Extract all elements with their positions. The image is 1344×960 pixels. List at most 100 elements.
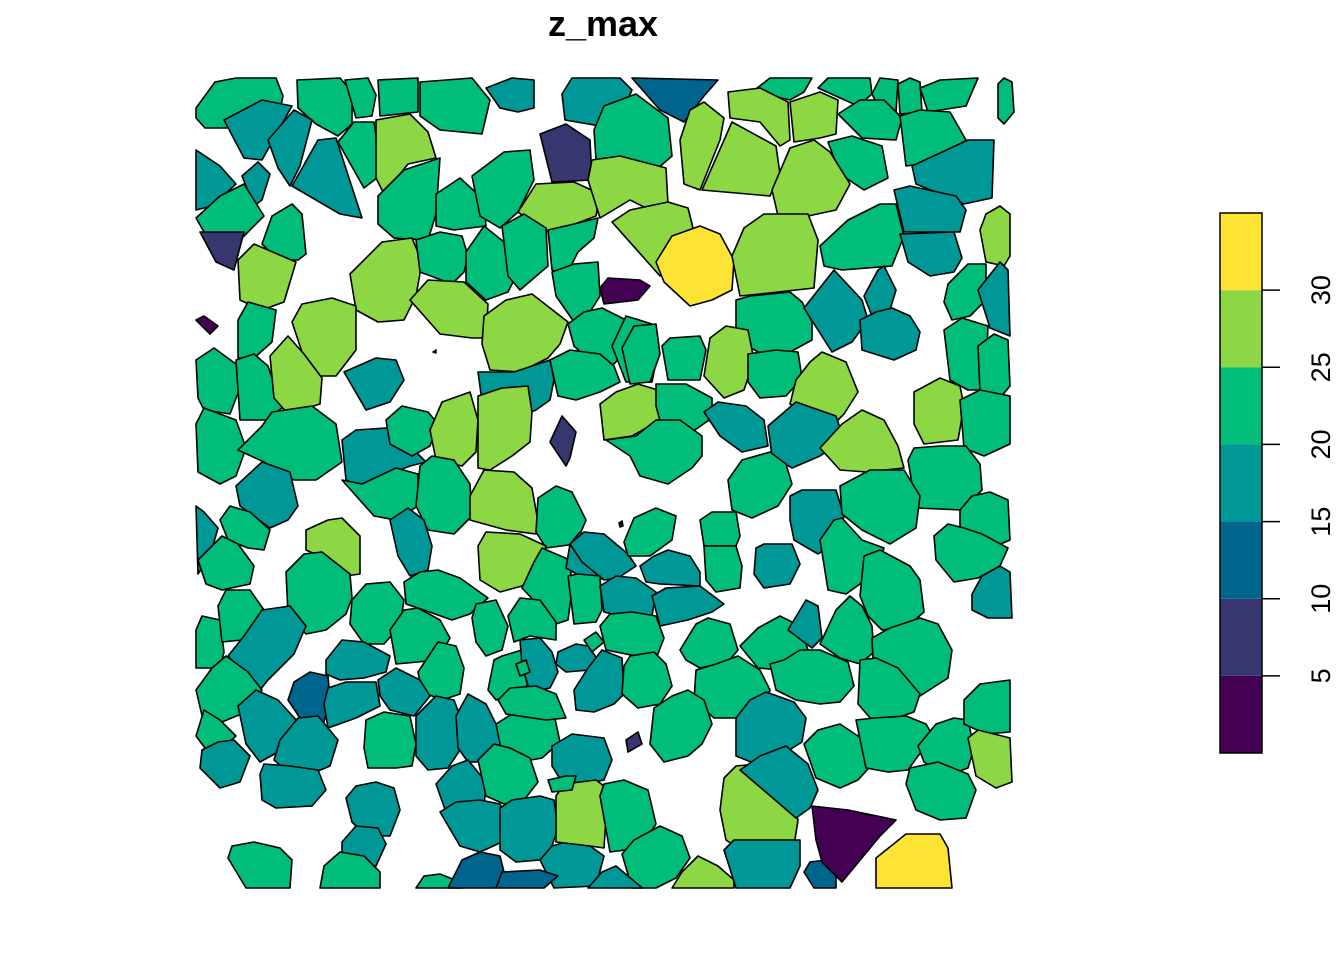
map-cell — [679, 101, 725, 191]
map-cell — [977, 261, 1011, 337]
map-cell — [819, 595, 875, 665]
map-cell — [661, 335, 707, 381]
map-cell — [515, 659, 531, 677]
map-cell — [435, 177, 487, 231]
map-cell — [919, 77, 979, 113]
map-cell — [787, 599, 823, 649]
map-cells — [195, 77, 1015, 889]
map-cell — [897, 77, 923, 115]
map-cell — [267, 109, 313, 187]
map-cell — [769, 649, 855, 705]
map-cell — [485, 77, 535, 113]
legend-color-bar — [1219, 212, 1263, 754]
map-cell — [859, 549, 925, 631]
map-cell — [621, 323, 661, 385]
map-cell — [549, 415, 577, 467]
map-cell — [753, 543, 801, 589]
map-cell — [623, 507, 677, 557]
map-cell — [319, 851, 381, 889]
map-cell — [618, 520, 624, 528]
map-cell — [377, 667, 431, 717]
map-cell — [727, 451, 793, 519]
map-cell — [819, 409, 905, 473]
map-cell — [432, 349, 437, 354]
map-cell — [551, 261, 601, 323]
legend-tick-label: 25 — [1306, 352, 1336, 382]
map-cell — [963, 679, 1011, 735]
map-cell — [363, 711, 417, 769]
legend-color-box — [1220, 675, 1262, 753]
legend-color-box — [1220, 213, 1262, 291]
map-cell — [569, 531, 637, 581]
legend-color-box — [1220, 598, 1262, 676]
map-cell — [195, 315, 219, 335]
map-cell — [599, 611, 665, 657]
map-cell — [377, 157, 441, 241]
map-cell — [349, 237, 423, 323]
map-cell — [199, 739, 251, 789]
map-cell — [905, 761, 977, 821]
legend-tick-label: 10 — [1306, 584, 1336, 614]
map-cell — [415, 231, 469, 285]
map-cell — [269, 335, 323, 415]
map-cell — [469, 469, 539, 535]
legend-tick-label: 30 — [1306, 275, 1336, 305]
map-cell — [649, 689, 713, 763]
map-cell — [343, 357, 405, 411]
map-cell — [227, 605, 307, 691]
map-cell — [899, 231, 963, 277]
map-cell — [547, 775, 577, 793]
map-cell — [587, 865, 643, 889]
map-cell — [481, 293, 569, 373]
map-cell — [419, 77, 491, 135]
legend-ticks: 5 10 15 20 25 30 — [1262, 275, 1336, 683]
map-cell — [237, 243, 297, 311]
map-cell — [819, 203, 905, 271]
map-cell — [967, 729, 1013, 789]
map-cell — [899, 109, 967, 167]
legend-border — [1219, 212, 1263, 754]
map-cell — [499, 795, 559, 863]
map-cell — [291, 137, 363, 219]
map-cell — [477, 743, 539, 805]
color-legend: 5 10 15 20 25 30 — [1219, 212, 1336, 754]
map-cell — [477, 385, 533, 471]
map-cell — [875, 833, 953, 889]
map-cell — [859, 307, 921, 361]
map-cell — [237, 301, 277, 359]
map-cell — [389, 507, 433, 577]
map-cell — [199, 231, 245, 271]
map-cell — [599, 277, 651, 305]
map-cell — [979, 205, 1011, 267]
map-cell — [811, 805, 897, 883]
map-cell — [375, 113, 437, 195]
legend-tick-label: 15 — [1306, 507, 1336, 537]
map-cell — [495, 869, 559, 889]
map-cell — [471, 599, 509, 657]
legend-tick-label: 20 — [1306, 429, 1336, 459]
map-cell — [735, 691, 807, 765]
map-cell — [789, 91, 839, 143]
map-cell — [539, 123, 593, 183]
map-cell — [471, 149, 535, 229]
map-cell — [344, 77, 377, 119]
map-cell — [703, 401, 769, 453]
map-cell — [567, 573, 603, 625]
map-cell — [625, 731, 643, 753]
map-cell — [639, 549, 701, 587]
map-title: z_max — [548, 3, 658, 44]
map-cell — [655, 225, 735, 307]
map-cell — [839, 469, 921, 545]
map-cell — [857, 657, 921, 721]
legend-color-box — [1220, 521, 1262, 599]
map-cell — [325, 639, 391, 681]
map-cell — [197, 535, 255, 591]
map-cell — [997, 77, 1015, 125]
map-cell — [583, 631, 605, 653]
map-cell — [599, 779, 657, 853]
map-cell — [703, 325, 755, 399]
map-cell — [507, 597, 557, 643]
map-cell — [259, 763, 327, 809]
map-cell — [723, 839, 801, 889]
